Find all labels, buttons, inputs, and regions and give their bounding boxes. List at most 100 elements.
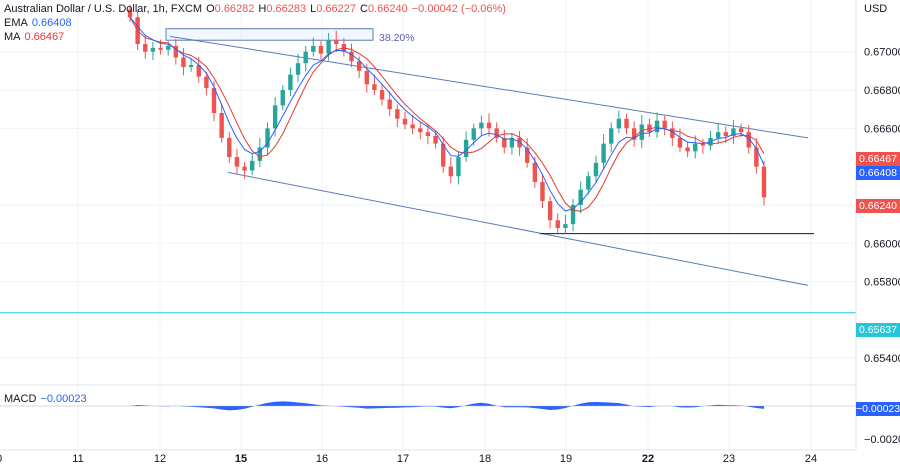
candle-body — [525, 147, 530, 163]
candle-body — [601, 143, 606, 163]
candle-body — [746, 132, 751, 148]
candle-body — [463, 139, 469, 158]
ma-label: MA — [4, 31, 21, 43]
close-value: 0.66240 — [367, 3, 408, 15]
ma-value: 0.66467 — [24, 31, 65, 43]
candle-body — [616, 118, 622, 129]
candle-body — [593, 162, 599, 177]
time-tick-label: 10 — [0, 453, 2, 465]
time-axis[interactable]: 10 11 12 15 16 17 18 19 22 23 24 — [0, 453, 817, 465]
candle-body — [150, 47, 156, 52]
candle-body — [433, 135, 438, 144]
candle-body — [234, 157, 240, 167]
candle-body — [165, 45, 171, 50]
candle-body — [555, 220, 560, 228]
macd-value-tag: −0.00023 — [856, 402, 900, 416]
candle-body — [196, 65, 201, 77]
candle-body — [158, 47, 163, 50]
change-value: −0.00042 (−0.06%) — [411, 3, 506, 15]
low-label: L — [310, 3, 317, 15]
price-tick-label: 0.66600 — [864, 123, 900, 135]
ema-price-tag: 0.66408 — [856, 166, 900, 180]
channel-lower-line[interactable] — [227, 171, 809, 286]
candle-body — [654, 120, 660, 133]
candle-body — [578, 189, 583, 205]
candle-body — [379, 90, 385, 100]
candle-body — [586, 176, 591, 190]
macd-label: MACD — [4, 393, 37, 405]
candle-body — [479, 122, 484, 129]
candle-body — [670, 128, 675, 138]
candle-body — [662, 120, 667, 129]
price-tick-label: 0.66800 — [864, 85, 900, 97]
ema-line — [129, 16, 765, 212]
candle-body — [127, 9, 133, 18]
candle-body — [486, 122, 492, 129]
candle-body — [356, 61, 362, 71]
high-value: 0.66283 — [266, 3, 307, 15]
time-tick-label: 15 — [235, 453, 247, 465]
candle-body — [143, 44, 148, 52]
candle-body — [738, 128, 744, 133]
symbol-name[interactable]: Australian Dollar / U.S. Dollar, 1h, FXC… — [4, 3, 203, 15]
macd-tick-label: −0.00200 — [864, 434, 900, 446]
candle-body — [272, 105, 278, 129]
candle-body — [570, 204, 576, 225]
candle-body — [685, 147, 690, 152]
candle-body — [257, 147, 263, 161]
candle-body — [754, 147, 759, 167]
candle-body — [295, 63, 301, 75]
channel-upper-line[interactable] — [169, 35, 809, 139]
candle-body — [448, 166, 454, 177]
legend-symbol-row: Australian Dollar / U.S. Dollar, 1h, FXC… — [4, 2, 510, 16]
candle-body — [418, 128, 423, 133]
candle-body — [639, 124, 644, 140]
time-tick-label: 16 — [316, 453, 328, 465]
candle-body — [265, 128, 270, 148]
candle-body — [540, 181, 545, 202]
candle-body — [349, 51, 354, 62]
candle-body — [250, 160, 255, 171]
time-tick-label: 23 — [723, 453, 735, 465]
candle-body — [395, 109, 400, 119]
time-tick-label: 24 — [805, 453, 817, 465]
time-tick-label: 11 — [72, 453, 83, 465]
candle-body — [372, 84, 377, 91]
open-label: O — [206, 3, 215, 15]
candle-body — [318, 45, 324, 54]
candle-body — [517, 137, 522, 148]
candle-body — [761, 166, 767, 198]
legend-macd-row[interactable]: MACD −0.00023 — [4, 392, 91, 406]
time-tick-label: 17 — [397, 453, 409, 465]
candle-body — [547, 201, 553, 221]
ma-line — [129, 16, 765, 212]
open-value: 0.66282 — [214, 3, 255, 15]
high-label: H — [258, 3, 267, 15]
candle-body — [715, 132, 721, 138]
candle-body — [387, 99, 392, 110]
candle-body — [280, 90, 285, 106]
ma-price-tag: 0.66467 — [856, 152, 900, 166]
candle-body — [723, 132, 729, 136]
candle-body — [509, 137, 515, 148]
close-label: C — [360, 3, 368, 15]
legend-ma-row[interactable]: MA 0.66467 — [4, 30, 68, 44]
price-tick-label: 0.65800 — [864, 277, 900, 289]
candle-body — [288, 74, 293, 91]
level-price-tag: 0.65637 — [856, 323, 900, 337]
candle-body — [334, 40, 339, 45]
candle-body — [563, 224, 568, 228]
legend-ema-row[interactable]: EMA 0.66408 — [4, 16, 76, 30]
candle-body — [211, 88, 217, 114]
candle-body — [181, 57, 186, 68]
ema-label: EMA — [4, 17, 28, 29]
candle-body — [731, 128, 736, 136]
candle-body — [700, 143, 706, 146]
candle-body — [242, 166, 247, 171]
candle-body — [173, 45, 179, 58]
price-axis[interactable]: 0.670000.668000.666000.662000.660000.658… — [864, 47, 900, 446]
fib-retracement-zone[interactable] — [165, 28, 374, 41]
candle-body — [532, 162, 538, 182]
candlesticks — [127, 4, 767, 234]
